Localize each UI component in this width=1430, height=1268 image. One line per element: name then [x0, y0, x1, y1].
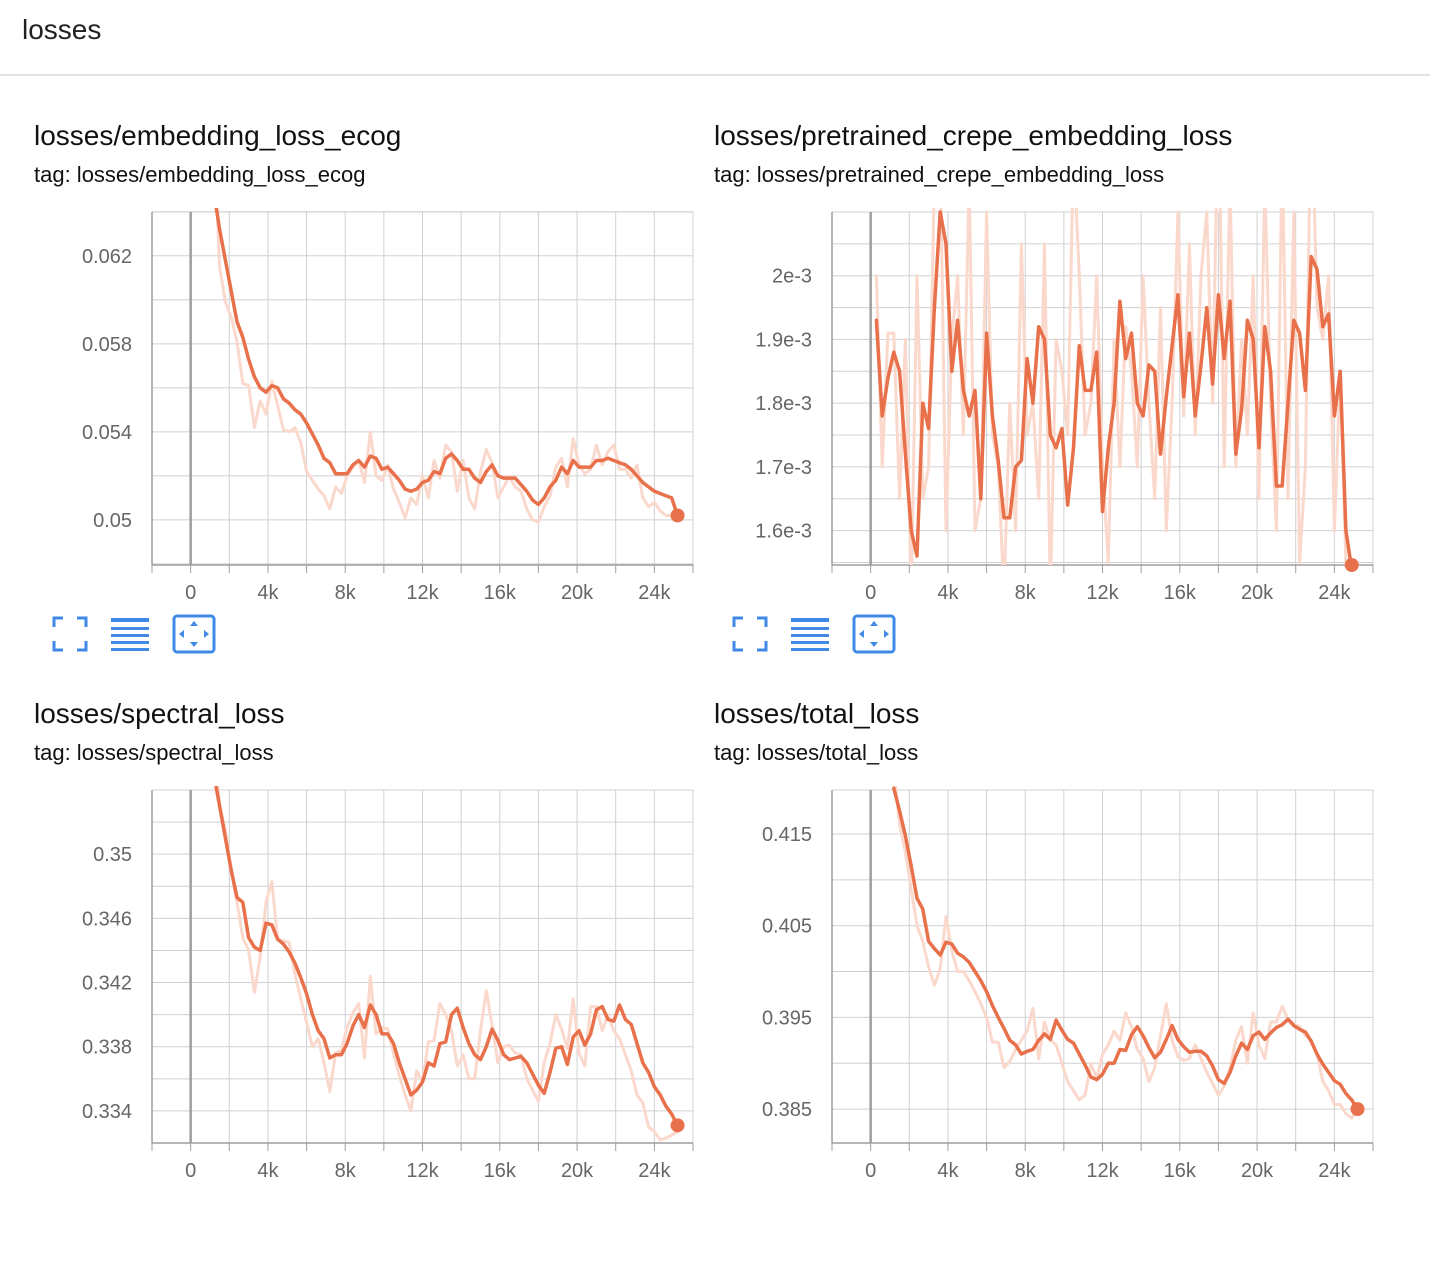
x-tick-label: 20k [561, 1160, 594, 1182]
chart-total-loss[interactable]: 0 4k 8k 12k 16k 20k 24k 0.415 0.405 0.395 0.385 [680, 770, 1380, 1190]
raw-series-line [874, 208, 1348, 565]
x-tick-label: 20k [1241, 582, 1274, 604]
x-tick-label: 0 [185, 1160, 196, 1182]
raw-series-line [894, 786, 1359, 1120]
x-tick-label: 12k [1086, 582, 1119, 604]
y-tick-label: 0.058 [82, 334, 132, 356]
grid [831, 789, 1374, 1143]
x-tick-label: 12k [1086, 1160, 1119, 1182]
chart-card-total-loss: losses/total_loss tag: losses/total_loss… [680, 698, 1374, 1268]
y-tick-label: 0.338 [82, 1037, 132, 1059]
y-tick-label: 1.8e-3 [755, 393, 812, 415]
toggle-log-scale-button[interactable] [110, 614, 150, 654]
x-tick-label: 0 [865, 1160, 876, 1182]
chart-card-embedding-loss-ecog: losses/embedding_loss_ecog tag: losses/e… [0, 120, 694, 690]
chart-title: losses/spectral_loss [34, 698, 285, 729]
grid [151, 211, 694, 565]
x-tick-label: 0 [865, 582, 876, 604]
x-tick-label: 16k [1164, 1160, 1197, 1182]
x-tick-label: 20k [1241, 1160, 1274, 1182]
y-tick-label: 0.346 [82, 908, 132, 930]
x-tick-label: 24k [638, 1160, 671, 1182]
x-tick-label: 16k [484, 1160, 517, 1182]
chart-tag: tag: losses/pretrained_crepe_embedding_l… [714, 162, 1165, 187]
y-tick-label: 1.6e-3 [755, 521, 812, 543]
chart-title: losses/embedding_loss_ecog [34, 120, 402, 151]
x-tick-label: 0 [185, 582, 196, 604]
fit-domain-icon [172, 614, 216, 654]
y-tick-label: 0.395 [762, 1007, 812, 1029]
y-tick-label: 0.342 [82, 973, 132, 995]
y-tick-label: 0.35 [93, 844, 132, 866]
x-tick-label: 8k [335, 1160, 357, 1182]
chart-card-spectral-loss: losses/spectral_loss tag: losses/spectra… [0, 698, 694, 1268]
chart-spectral-loss[interactable]: 0 4k 8k 12k 16k 20k 24k 0.35 0.346 0.342 0.338 0.33… [0, 770, 700, 1190]
x-tick-label: 16k [1164, 582, 1197, 604]
fit-domain-button[interactable] [172, 614, 216, 654]
y-tick-label: 0.385 [762, 1099, 812, 1121]
raw-series-line [215, 208, 679, 524]
x-tick-label: 16k [484, 582, 517, 604]
chart-title: losses/pretrained_crepe_embedding_loss [714, 120, 1233, 151]
fit-domain-button[interactable] [852, 614, 896, 654]
fullscreen-button[interactable] [730, 614, 770, 654]
last-value-marker [1350, 1102, 1365, 1117]
chart-title: losses/total_loss [714, 698, 920, 729]
grid [151, 789, 694, 1144]
section-title: losses [22, 14, 102, 45]
fullscreen-icon [52, 616, 88, 652]
y-tick-label: 0.334 [82, 1101, 132, 1123]
last-value-marker [1344, 558, 1359, 572]
toggle-log-scale-icon [791, 618, 829, 651]
x-tick-label: 8k [335, 582, 357, 604]
chart-tag: tag: losses/total_loss [714, 740, 919, 765]
x-tick-label: 12k [406, 582, 439, 604]
x-tick-label: 8k [1015, 1160, 1037, 1182]
chart-tag: tag: losses/embedding_loss_ecog [34, 162, 366, 187]
fit-domain-icon [852, 614, 896, 654]
y-tick-label: 0.415 [762, 824, 812, 846]
smoothed-series-line [874, 210, 1353, 565]
raw-series-line [216, 786, 679, 1142]
section-header[interactable]: losses [0, 0, 1430, 76]
chart-pretrained-crepe-embedding-loss[interactable]: 0 4k 8k 12k 16k 20k 24k 2e-3 1.9e-3 1.8e-3 1.7e-3 1… [680, 192, 1380, 612]
toggle-log-scale-button[interactable] [790, 614, 830, 654]
y-tick-label: 2e-3 [772, 266, 812, 288]
fullscreen-icon [732, 616, 768, 652]
last-value-marker [670, 1118, 685, 1133]
fullscreen-button[interactable] [50, 614, 90, 654]
last-value-marker [670, 508, 685, 523]
x-tick-label: 4k [257, 1160, 279, 1182]
y-tick-label: 0.062 [82, 246, 132, 268]
x-tick-label: 4k [937, 1160, 959, 1182]
chart-tag: tag: losses/spectral_loss [34, 740, 274, 765]
chart-embedding-loss-ecog[interactable]: 0 4k 8k 12k 16k 20k 24k 0.062 0.058 0.054 0.05 [0, 192, 700, 612]
chart-card-pretrained-crepe-embedding-loss: losses/pretrained_crepe_embedding_loss t… [680, 120, 1374, 690]
smoothed-series-line [214, 208, 680, 518]
y-tick-label: 0.054 [82, 422, 132, 444]
toggle-log-scale-icon [111, 618, 149, 651]
y-tick-label: 0.05 [93, 510, 132, 532]
x-tick-label: 4k [257, 582, 279, 604]
smoothed-series-line [214, 786, 680, 1128]
y-tick-label: 0.405 [762, 916, 812, 938]
x-tick-label: 24k [1318, 1160, 1351, 1182]
x-tick-label: 8k [1015, 582, 1037, 604]
x-tick-label: 24k [638, 582, 671, 604]
x-tick-label: 24k [1318, 582, 1351, 604]
y-tick-label: 1.9e-3 [755, 329, 812, 351]
x-tick-label: 12k [406, 1160, 439, 1182]
x-tick-label: 4k [937, 582, 959, 604]
y-tick-label: 1.7e-3 [755, 457, 812, 479]
x-tick-label: 20k [561, 582, 594, 604]
smoothed-series-line [892, 786, 1360, 1111]
